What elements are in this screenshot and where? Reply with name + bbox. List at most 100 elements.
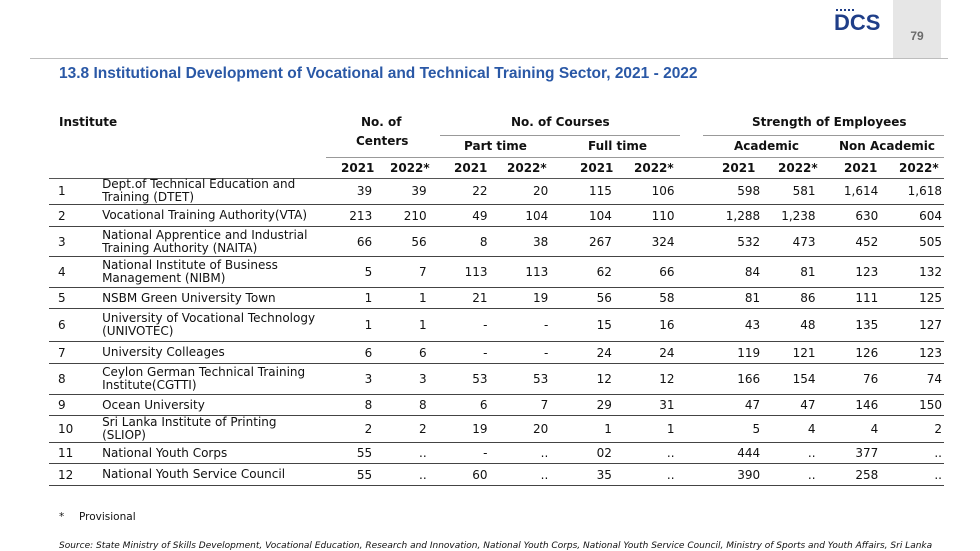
value-cell: 16	[613, 308, 677, 342]
value-cell: 76	[817, 363, 881, 395]
row-number: 6	[49, 308, 97, 342]
institute-name: Ceylon German Technical Training Institu…	[96, 363, 321, 395]
row-number: 4	[49, 256, 97, 288]
row-number: 8	[49, 363, 97, 395]
value-cell: 2	[320, 415, 375, 443]
institute-name: NSBM Green University Town	[96, 287, 321, 309]
value-cell: ..	[762, 442, 818, 464]
value-cell: 4	[817, 415, 881, 443]
page-number: 79	[910, 29, 924, 43]
value-cell: ..	[489, 463, 551, 486]
value-cell: 1	[374, 287, 429, 309]
table-row: 6 University of Vocational Technology (UN…	[49, 308, 944, 342]
value-cell: 81	[676, 287, 763, 309]
year-header: 2021	[341, 161, 375, 175]
value-cell: 4	[762, 415, 818, 443]
value-cell: 106	[613, 178, 677, 205]
year-header: 2022*	[634, 161, 674, 175]
institute-name: National Apprentice and Industrial Train…	[96, 226, 321, 257]
value-cell: 123	[817, 256, 881, 288]
value-cell: 5	[320, 256, 375, 288]
table-row: 12 National Youth Service Council 55.. 60..…	[49, 463, 944, 486]
col-no-of-courses: No. of Courses	[511, 115, 610, 129]
data-table: 1 Dept.of Technical Education and Trainin…	[49, 178, 944, 486]
value-cell: 119	[676, 341, 763, 364]
table-row: 8 Ceylon German Technical Training Instit…	[49, 363, 944, 395]
row-number: 3	[49, 226, 97, 257]
value-cell: 20	[489, 178, 551, 205]
value-cell: 1	[374, 308, 429, 342]
source-note: Source: State Ministry of Skills Develop…	[59, 541, 933, 551]
institute-name: National Institute of Business Managemen…	[96, 256, 321, 288]
value-cell: 267	[550, 226, 614, 257]
value-cell: -	[428, 308, 490, 342]
row-number: 10	[49, 415, 97, 443]
value-cell: 121	[762, 341, 818, 364]
value-cell: 24	[613, 341, 677, 364]
value-cell: ..	[613, 463, 677, 486]
value-cell: 3	[320, 363, 375, 395]
row-number: 11	[49, 442, 97, 464]
value-cell: 505	[880, 226, 944, 257]
value-cell: 74	[880, 363, 944, 395]
row-number: 7	[49, 341, 97, 364]
value-cell: 324	[613, 226, 677, 257]
value-cell: 8	[374, 394, 429, 416]
footnote-text: Provisional	[79, 511, 136, 523]
strength-rule	[703, 135, 944, 136]
value-cell: 127	[880, 308, 944, 342]
row-number: 9	[49, 394, 97, 416]
value-cell: 47	[676, 394, 763, 416]
value-cell: 104	[550, 204, 614, 227]
value-cell: 1,618	[880, 178, 944, 205]
value-cell: 22	[428, 178, 490, 205]
value-cell: 6	[374, 341, 429, 364]
value-cell: 29	[550, 394, 614, 416]
value-cell: 2	[880, 415, 944, 443]
value-cell: 1	[550, 415, 614, 443]
value-cell: 377	[817, 442, 881, 464]
year-header: 2021	[844, 161, 878, 175]
value-cell: 20	[489, 415, 551, 443]
col-part-time: Part time	[464, 139, 527, 153]
value-cell: -	[428, 442, 490, 464]
value-cell: 6	[428, 394, 490, 416]
value-cell: 213	[320, 204, 375, 227]
row-number: 12	[49, 463, 97, 486]
value-cell: 55	[320, 463, 375, 486]
table-row: 4 National Institute of Business Manageme…	[49, 256, 944, 288]
value-cell: ..	[762, 463, 818, 486]
col-no-of: No. of	[361, 115, 402, 129]
value-cell: 113	[489, 256, 551, 288]
value-cell: 53	[428, 363, 490, 395]
value-cell: 19	[428, 415, 490, 443]
courses-rule	[440, 135, 680, 136]
value-cell: 47	[762, 394, 818, 416]
value-cell: 452	[817, 226, 881, 257]
value-cell: 66	[613, 256, 677, 288]
value-cell: 532	[676, 226, 763, 257]
value-cell: 604	[880, 204, 944, 227]
value-cell: 1,288	[676, 204, 763, 227]
value-cell: ..	[489, 442, 551, 464]
value-cell: -	[489, 308, 551, 342]
footnote-mark: *	[59, 511, 65, 523]
value-cell: 84	[676, 256, 763, 288]
value-cell: 62	[550, 256, 614, 288]
table-row: 11 National Youth Corps 55.. -.. 02.. 444.. 37…	[49, 442, 944, 464]
col-strength: Strength of Employees	[752, 115, 907, 129]
value-cell: ..	[880, 442, 944, 464]
value-cell: 1	[613, 415, 677, 443]
value-cell: 86	[762, 287, 818, 309]
value-cell: 150	[880, 394, 944, 416]
value-cell: 473	[762, 226, 818, 257]
institute-name: National Youth Corps	[96, 442, 321, 464]
year-header: 2021	[580, 161, 614, 175]
value-cell: 39	[374, 178, 429, 205]
year-header: 2022*	[390, 161, 430, 175]
year-header: 2022*	[899, 161, 939, 175]
value-cell: 390	[676, 463, 763, 486]
table-title: 13.8 Institutional Development of Vocati…	[59, 65, 698, 82]
value-cell: ..	[374, 463, 429, 486]
table-row: 7 University Colleages 6 6- -24 24 119 121 126 12…	[49, 341, 944, 364]
